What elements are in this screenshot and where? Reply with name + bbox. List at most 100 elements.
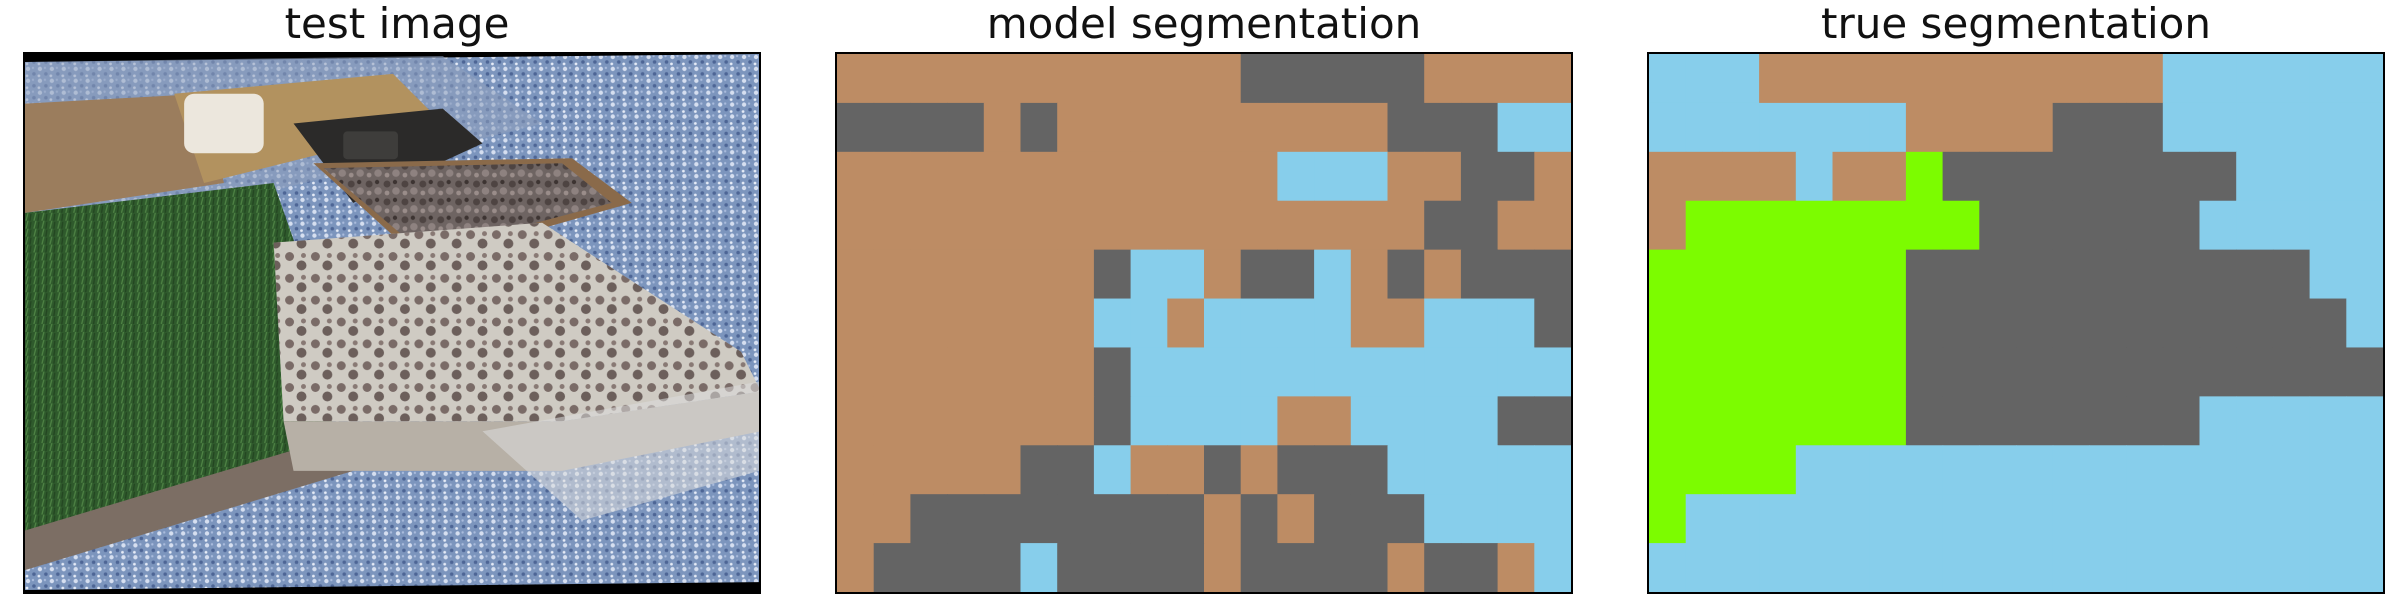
model-segmentation-cell-brown [910, 347, 948, 397]
model-segmentation-cell-sky [1424, 298, 1462, 349]
model-segmentation-cell-brown [910, 445, 948, 495]
model-segmentation-cell-gray [1277, 249, 1315, 300]
model-segmentation-cell-gray [873, 543, 911, 592]
true-segmentation-cell-sky [2199, 494, 2237, 544]
model-segmentation-cell-brown [1093, 102, 1132, 153]
true-segmentation-cell-gray [2309, 347, 2347, 397]
true-segmentation-cell-sky [2052, 445, 2090, 495]
true-segmentation-cell-sky [2346, 54, 2383, 104]
model-segmentation-cell-sky [1167, 249, 1205, 300]
model-segmentation-cell-brown [1350, 102, 1389, 153]
true-segmentation-cell-gray [1979, 396, 2017, 446]
model-segmentation-cell-brown [1424, 249, 1462, 300]
true-segmentation-cell-sky [2126, 445, 2164, 495]
model-segmentation-cell-brown [873, 445, 911, 495]
model-segmentation-cell-brown [1020, 249, 1058, 300]
true-segmentation-cell-gray [1905, 249, 1944, 300]
true-segmentation-cell-brown [2089, 54, 2127, 104]
model-segmentation-cell-brown [873, 200, 911, 251]
true-segmentation-cell-sky [1832, 445, 1870, 495]
true-segmentation-cell-green [1869, 396, 1907, 446]
model-segmentation-cell-gray [837, 102, 875, 153]
true-segmentation-cell-gray [2089, 200, 2127, 251]
true-segmentation-cell-brown [1942, 102, 1980, 153]
model-segmentation-cell-brown [1387, 298, 1425, 349]
model-segmentation-cell-gray [1497, 396, 1535, 446]
true-segmentation-cell-sky [1722, 543, 1760, 592]
true-segmentation-map [1649, 54, 2383, 592]
true-segmentation-cell-gray [2126, 102, 2164, 153]
true-segmentation-cell-green [1649, 347, 1687, 397]
true-segmentation-cell-sky [2346, 102, 2383, 153]
true-segmentation-cell-gray [2016, 200, 2054, 251]
model-segmentation-cell-sky [1534, 445, 1571, 495]
true-segmentation-cell-sky [1795, 494, 1834, 544]
model-segmentation-cell-brown [873, 151, 911, 202]
true-segmentation-panel [1647, 52, 2385, 594]
true-segmentation-cell-gray [2089, 102, 2127, 153]
true-segmentation-cell-sky [2162, 494, 2201, 544]
model-segmentation-cell-gray [1460, 249, 1499, 300]
model-segmentation-cell-gray [1314, 54, 1352, 104]
model-segmentation-cell-sky [1387, 347, 1425, 397]
true-segmentation-cell-gray [2089, 347, 2127, 397]
true-segmentation-cell-green [1722, 298, 1760, 349]
model-segmentation-cell-gray [1057, 494, 1095, 544]
true-segmentation-cell-sky [1722, 494, 1760, 544]
model-segmentation-cell-gray [1020, 494, 1058, 544]
true-segmentation-cell-gray [2052, 200, 2090, 251]
true-segmentation-cell-gray [2126, 396, 2164, 446]
true-segmentation-cell-green [1649, 396, 1687, 446]
true-segmentation-cell-sky [2309, 494, 2347, 544]
true-segmentation-cell-green [1795, 396, 1834, 446]
true-segmentation-cell-sky [2162, 543, 2201, 592]
model-segmentation-cell-brown [1204, 54, 1242, 104]
true-segmentation-cell-brown [1869, 54, 1907, 104]
true-segmentation-cell-sky [1942, 445, 1980, 495]
model-segmentation-cell-sky [1204, 347, 1242, 397]
true-segmentation-cell-green [1795, 298, 1834, 349]
true-segmentation-cell-brown [1795, 54, 1834, 104]
true-segmentation-cell-gray [2016, 396, 2054, 446]
true-segmentation-cell-gray [1905, 347, 1944, 397]
model-segmentation-cell-brown [1057, 249, 1095, 300]
true-segmentation-cell-green [1685, 249, 1723, 300]
true-segmentation-cell-green [1869, 200, 1907, 251]
true-segmentation-cell-sky [2346, 200, 2383, 251]
model-segmentation-cell-gray [1057, 543, 1095, 592]
true-segmentation-cell-gray [1942, 347, 1980, 397]
panel-title-true-segmentation: true segmentation [1821, 0, 2211, 48]
true-segmentation-cell-sky [2089, 494, 2127, 544]
true-segmentation-cell-sky [1795, 543, 1834, 592]
true-segmentation-cell-sky [2309, 543, 2347, 592]
true-segmentation-cell-brown [2052, 54, 2090, 104]
model-segmentation-cell-brown [1497, 54, 1535, 104]
model-segmentation-cell-brown [910, 151, 948, 202]
test-image-panel [23, 52, 761, 594]
true-segmentation-cell-green [1685, 396, 1723, 446]
true-segmentation-cell-sky [2346, 396, 2383, 446]
true-segmentation-cell-green [1722, 347, 1760, 397]
model-segmentation-cell-sky [1240, 396, 1278, 446]
model-segmentation-cell-gray [1277, 54, 1315, 104]
model-segmentation-cell-brown [873, 249, 911, 300]
test-image-photo [25, 54, 759, 592]
true-segmentation-cell-sky [2236, 102, 2274, 153]
model-segmentation-cell-gray [1130, 494, 1168, 544]
model-segmentation-cell-brown [947, 445, 985, 495]
model-segmentation-cell-sky [1387, 445, 1425, 495]
model-segmentation-cell-sky [1497, 102, 1535, 153]
true-segmentation-cell-sky [2346, 494, 2383, 544]
true-segmentation-cell-gray [2272, 298, 2311, 349]
model-segmentation-cell-sky [1424, 494, 1462, 544]
true-segmentation-cell-green [1759, 347, 1797, 397]
true-segmentation-cell-sky [2199, 54, 2237, 104]
model-segmentation-cell-sky [1093, 445, 1132, 495]
true-segmentation-cell-gray [2199, 347, 2237, 397]
model-segmentation-cell-brown [1387, 151, 1425, 202]
model-segmentation-cell-sky [1204, 298, 1242, 349]
true-segmentation-cell-sky [2162, 102, 2201, 153]
true-segmentation-cell-brown [2016, 54, 2054, 104]
model-segmentation-cell-gray [1277, 543, 1315, 592]
model-segmentation-cell-brown [947, 151, 985, 202]
